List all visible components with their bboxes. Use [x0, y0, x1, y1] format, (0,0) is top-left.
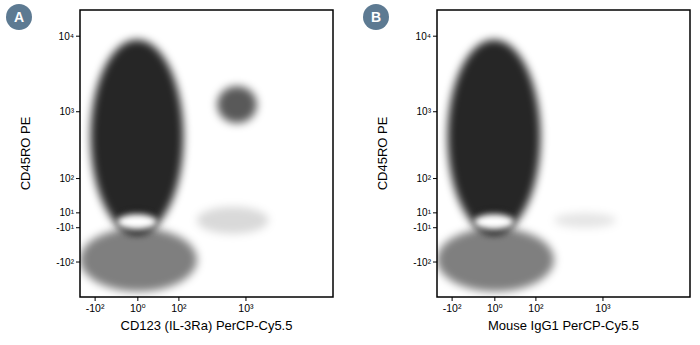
- y-tick-label: 10²: [417, 173, 432, 184]
- x-tick: [535, 297, 536, 301]
- x-tick-label: -10²: [86, 302, 105, 314]
- y-axis-label: CD45RO PE: [18, 116, 33, 190]
- y-axis-label: CD45RO PE: [375, 116, 390, 190]
- y-tick-label: 10¹: [417, 207, 432, 218]
- panel-badge: [363, 4, 389, 30]
- panel-badge: [6, 4, 32, 30]
- x-tick-label: 10⁰: [487, 302, 503, 314]
- x-tick-label: 10³: [238, 302, 254, 314]
- y-tick: [76, 227, 80, 228]
- y-tick: [433, 227, 437, 228]
- x-axis-label: Mouse IgG1 PerCP-Cy5.5: [488, 318, 639, 333]
- population-core: [116, 214, 157, 230]
- x-tick: [494, 297, 495, 301]
- panel: -10² 10⁰ 10² 10³ 10⁴ 10³ 10² 10¹ -10¹ -10² Mouse I…: [363, 4, 690, 333]
- x-tick-label: 10²: [528, 302, 544, 314]
- y-tick: [76, 262, 80, 263]
- y-tick: [76, 36, 80, 37]
- y-tick-label: 10³: [60, 106, 75, 117]
- y-tick: [76, 111, 80, 112]
- y-tick-label: -10¹: [413, 222, 431, 233]
- x-tick: [602, 297, 603, 301]
- y-tick-label: 10⁴: [416, 31, 431, 42]
- x-tick: [452, 297, 453, 301]
- frame: [437, 10, 690, 297]
- plot-area: [437, 40, 616, 292]
- y-tick-label: -10¹: [56, 222, 74, 233]
- x-tick-label: 10²: [171, 302, 187, 314]
- x-axis-label: CD123 (IL-3Ra) PerCP-Cy5.5: [121, 318, 293, 333]
- x-tick: [95, 297, 96, 301]
- y-tick-label: 10³: [417, 106, 432, 117]
- y-tick: [76, 178, 80, 179]
- x-tick-label: -10²: [443, 302, 462, 314]
- x-tick-label: 10³: [595, 302, 611, 314]
- figure: -10² 10⁰ 10² 10³ 10⁴ 10³ 10² 10¹ -10¹ -10² CD123 (…: [0, 0, 700, 345]
- y-tick-label: -10²: [413, 257, 431, 268]
- x-tick: [178, 297, 179, 301]
- population: [217, 86, 257, 123]
- panel: -10² 10⁰ 10² 10³ 10⁴ 10³ 10² 10¹ -10¹ -10² CD123 (…: [6, 4, 333, 333]
- plot-area: [80, 40, 268, 292]
- y-tick: [433, 178, 437, 179]
- y-tick-label: -10²: [56, 257, 74, 268]
- y-tick-label: 10⁴: [59, 31, 74, 42]
- y-tick: [433, 111, 437, 112]
- y-tick: [76, 212, 80, 213]
- x-tick-label: 10⁰: [130, 302, 146, 314]
- x-tick: [245, 297, 246, 301]
- x-tick: [137, 297, 138, 301]
- panel-label: A: [14, 9, 24, 25]
- population: [80, 228, 197, 292]
- population: [197, 207, 269, 234]
- panel-label: B: [371, 9, 381, 25]
- y-tick-label: 10²: [60, 173, 75, 184]
- page: {"chart_data": [ {"type": "density", "pa…: [0, 0, 700, 345]
- population: [437, 228, 554, 292]
- population: [448, 40, 541, 234]
- y-tick-label: 10¹: [60, 207, 75, 218]
- population: [91, 40, 184, 234]
- population: [554, 213, 616, 228]
- y-tick: [433, 36, 437, 37]
- y-tick: [433, 262, 437, 263]
- y-tick: [433, 212, 437, 213]
- population-core: [473, 214, 514, 230]
- frame: [80, 10, 333, 297]
